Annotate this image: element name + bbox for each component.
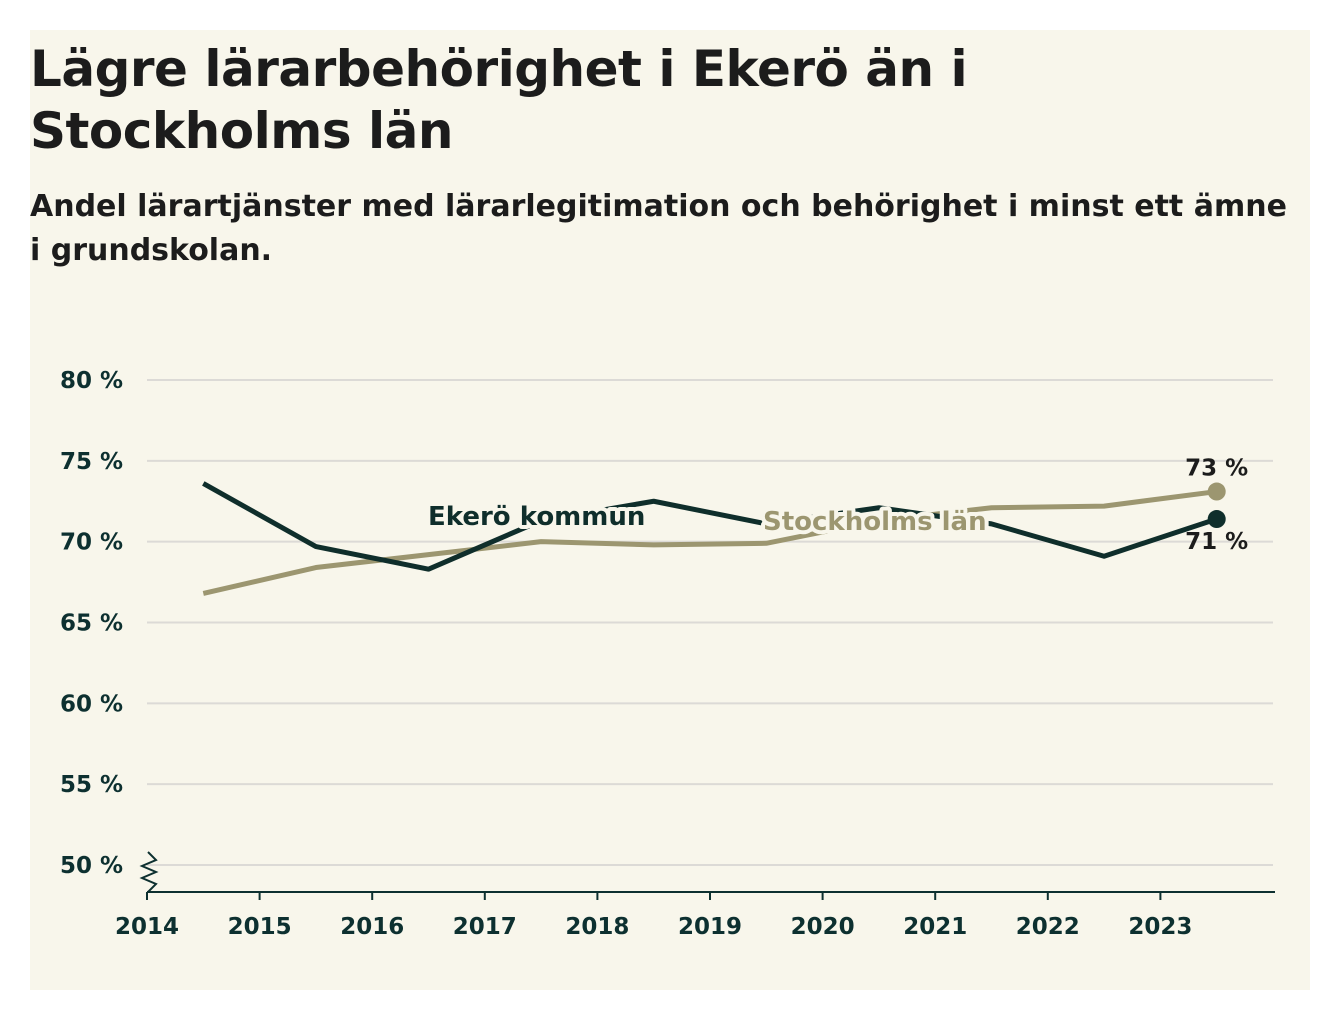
- x-tick-label: 2016: [340, 914, 404, 940]
- series-label: Ekerö kommun: [428, 502, 645, 532]
- y-tick-label: 80 %: [60, 368, 123, 394]
- y-tick-label: 50 %: [60, 853, 123, 879]
- series-end-marker-eker-kommun: [1207, 510, 1226, 529]
- y-tick-label: 70 %: [60, 530, 123, 556]
- series-end-label: 73 %: [1185, 456, 1248, 482]
- chart-card: Lägre lärarbehörighet i Ekerö än i Stock…: [30, 30, 1310, 990]
- x-tick-label: 2017: [453, 914, 517, 940]
- y-axis-break: [139, 851, 159, 893]
- x-tick-label: 2023: [1128, 914, 1192, 940]
- x-tick-label: 2021: [903, 914, 967, 940]
- series-label: Stockholms län: [763, 507, 987, 537]
- x-tick-label: 2022: [1016, 914, 1080, 940]
- x-tick-label: 2018: [565, 914, 629, 940]
- y-tick-label: 60 %: [60, 691, 123, 717]
- chart-subtitle: Andel lärartjänster med lärarlegitimatio…: [30, 189, 1287, 268]
- series-end-marker-stockholms-l-n: [1207, 482, 1226, 501]
- series-end-label: 71 %: [1185, 529, 1248, 555]
- series-line-stockholms-l-n: [202, 489, 1218, 596]
- y-tick-label: 75 %: [60, 449, 123, 475]
- x-tick-label: 2020: [791, 914, 855, 940]
- chart-title: Lägre lärarbehörighet i Ekerö än i Stock…: [30, 40, 968, 160]
- x-tick-label: 2014: [115, 914, 179, 940]
- y-tick-label: 55 %: [60, 772, 123, 798]
- series-line-eker-kommun: [202, 481, 1218, 572]
- line-chart: 50 % 55 % 60 % 65 % 70 % 75 % 80 % 2014 2015 2016…: [60, 368, 1275, 940]
- y-tick-label: 65 %: [60, 611, 123, 637]
- x-tick-label: 2015: [228, 914, 292, 940]
- x-tick-label: 2019: [678, 914, 742, 940]
